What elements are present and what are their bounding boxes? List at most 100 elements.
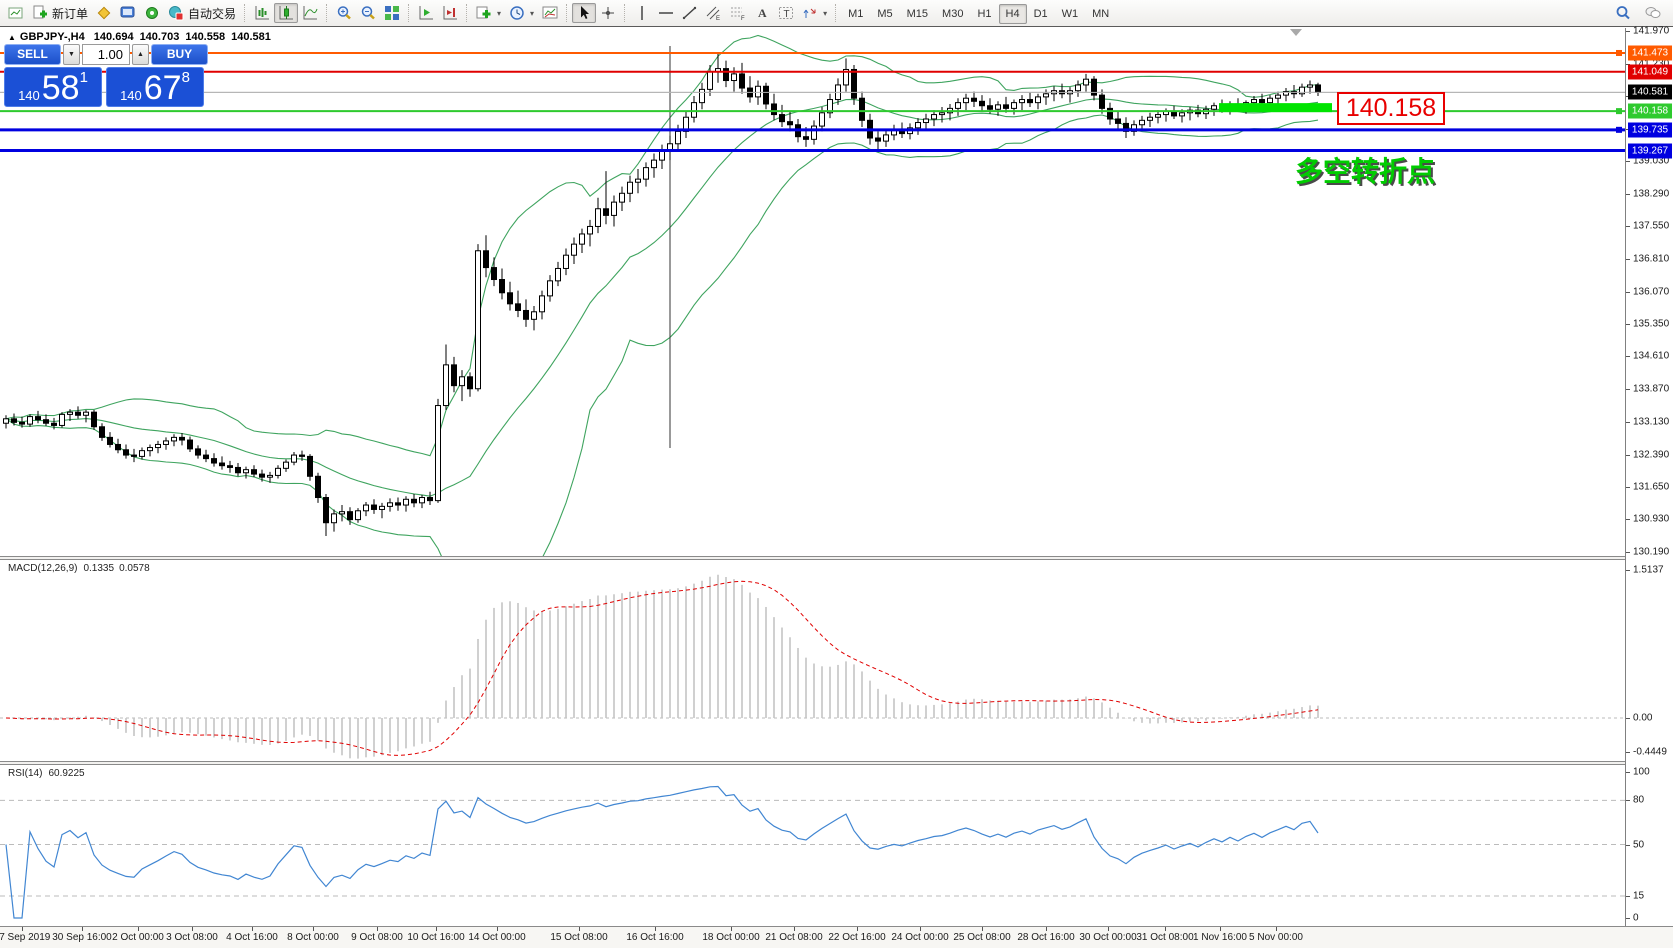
price-tick-label: 133.130 [1633, 416, 1670, 428]
rsi-pane[interactable] [0, 765, 1625, 926]
arrows-dropdown-caret[interactable]: ▾ [823, 8, 828, 18]
candle [915, 118, 921, 135]
price-flag-label[interactable]: 140.158 [1337, 92, 1445, 125]
candle [995, 101, 1001, 116]
thick-green-trend-segment[interactable] [1219, 103, 1332, 113]
candle [539, 290, 545, 320]
time-axis-label: 22 Oct 16:00 [828, 932, 886, 943]
vertical-line-tool[interactable] [630, 3, 654, 23]
timeframe-button-m1[interactable]: M1 [848, 8, 864, 20]
candle [723, 60, 729, 88]
price-tick-label: 138.290 [1633, 188, 1670, 200]
timeframe-button-h4[interactable]: H4 [998, 4, 1027, 24]
time-axis-label: 15 Oct 08:00 [550, 932, 608, 943]
time-axis-label: 31 Oct 08:00 [1136, 932, 1194, 943]
candle [387, 498, 393, 512]
time-axis-tick [252, 927, 253, 931]
equidistant-channel-icon: E [706, 5, 722, 21]
candle [1171, 105, 1177, 119]
zoom-in-button[interactable] [332, 3, 356, 23]
timeframe-button-m5[interactable]: M5 [877, 8, 893, 20]
timeframe-button-h1[interactable]: H1 [977, 8, 992, 20]
volume-increase-button[interactable]: ▲ [132, 44, 149, 65]
signals-button[interactable] [140, 3, 164, 23]
macd-axis-max: 1.5137 [1633, 564, 1664, 576]
candle [427, 491, 433, 506]
crosshair-icon [600, 5, 616, 21]
volume-decrease-button[interactable]: ▼ [63, 44, 80, 65]
periods-dropdown-caret[interactable]: ▾ [530, 8, 535, 18]
rsi-value: 60.9225 [48, 768, 85, 779]
price-axis[interactable]: 141.970141.230140.490139.750139.030138.2… [1625, 26, 1673, 926]
label-tool[interactable]: T [774, 3, 798, 23]
chat-button[interactable] [1641, 3, 1665, 23]
channel-tool[interactable]: E [702, 3, 726, 23]
timeframe-button-w1[interactable]: W1 [1061, 8, 1079, 20]
candle [307, 454, 313, 481]
candle [227, 460, 233, 473]
fibonacci-tool[interactable]: F [726, 3, 750, 23]
search-button[interactable] [1611, 3, 1635, 23]
price-tick-label: 133.870 [1633, 383, 1670, 395]
pane-splitter[interactable] [0, 556, 1673, 560]
cursor-tool-button[interactable] [572, 3, 597, 23]
ohlc-open: 140.694 [93, 31, 134, 43]
buy-price-display[interactable]: 140 67 8 [106, 67, 204, 107]
trendline-tool[interactable] [678, 3, 702, 23]
candle [691, 96, 697, 123]
chart-shift-button[interactable] [438, 3, 462, 23]
timeframe-button-mn[interactable]: MN [1092, 8, 1110, 20]
indicators-button[interactable]: ▾ [472, 3, 505, 23]
auto-scroll-button[interactable] [414, 3, 438, 23]
candle [891, 124, 897, 141]
sell-button[interactable]: SELL [4, 44, 61, 65]
ohlc-close: 140.581 [231, 31, 271, 43]
chart-window[interactable]: ▲ GBPJPY-,H4 140.694 140.703 140.558 140.581… [0, 26, 1673, 948]
time-axis-tick [920, 927, 921, 931]
timeframe-button-m15[interactable]: M15 [906, 8, 929, 20]
sell-price-display[interactable]: 140 58 1 [4, 67, 102, 107]
macd-pane[interactable] [0, 560, 1625, 761]
new-order-button[interactable]: 新订单 [28, 3, 92, 23]
timeframe-button-m30[interactable]: M30 [942, 8, 964, 20]
arrow-tools-button[interactable]: ▾ [798, 3, 831, 23]
candle [1051, 86, 1057, 102]
svg-text:A: A [758, 6, 767, 20]
candle [499, 268, 505, 300]
line-chart-button[interactable] [298, 3, 322, 23]
tile-windows-button[interactable] [380, 3, 404, 23]
price-chart-pane[interactable] [0, 28, 1625, 556]
templates-button[interactable] [538, 3, 562, 23]
turning-point-annotation[interactable]: 多空转折点 [1295, 156, 1436, 187]
zoom-out-button[interactable] [356, 3, 380, 23]
autotrading-button[interactable]: 自动交易 [164, 3, 240, 23]
axis-tick [1626, 772, 1630, 773]
candle [859, 91, 865, 127]
cursor-icon [576, 5, 592, 21]
axis-tick [1626, 193, 1630, 195]
candle [1299, 83, 1305, 97]
candle [371, 499, 377, 514]
buy-button[interactable]: BUY [151, 44, 208, 65]
terminal-button[interactable] [116, 3, 140, 23]
periods-button[interactable]: ▾ [505, 3, 538, 23]
indicators-dropdown-caret[interactable]: ▾ [497, 8, 502, 18]
horizontal-line-tool[interactable] [654, 3, 678, 23]
text-tool[interactable]: A [750, 3, 774, 23]
bar-chart-button[interactable] [250, 3, 274, 23]
rsi-line [5, 785, 1319, 919]
candlestick-chart-button[interactable] [274, 3, 299, 23]
candle [139, 447, 145, 460]
rsi-level-label: 50 [1633, 839, 1645, 850]
candle [603, 171, 609, 225]
crosshair-tool-button[interactable] [596, 3, 620, 23]
volume-input[interactable]: 1.00 [82, 44, 130, 65]
timeframe-button-d1[interactable]: D1 [1033, 8, 1048, 20]
metaeditor-button[interactable] [92, 3, 116, 23]
candle [1091, 76, 1097, 101]
chart-shift-marker-icon[interactable] [1290, 29, 1302, 36]
pane-splitter[interactable] [0, 761, 1673, 765]
periods-icon [509, 5, 525, 21]
